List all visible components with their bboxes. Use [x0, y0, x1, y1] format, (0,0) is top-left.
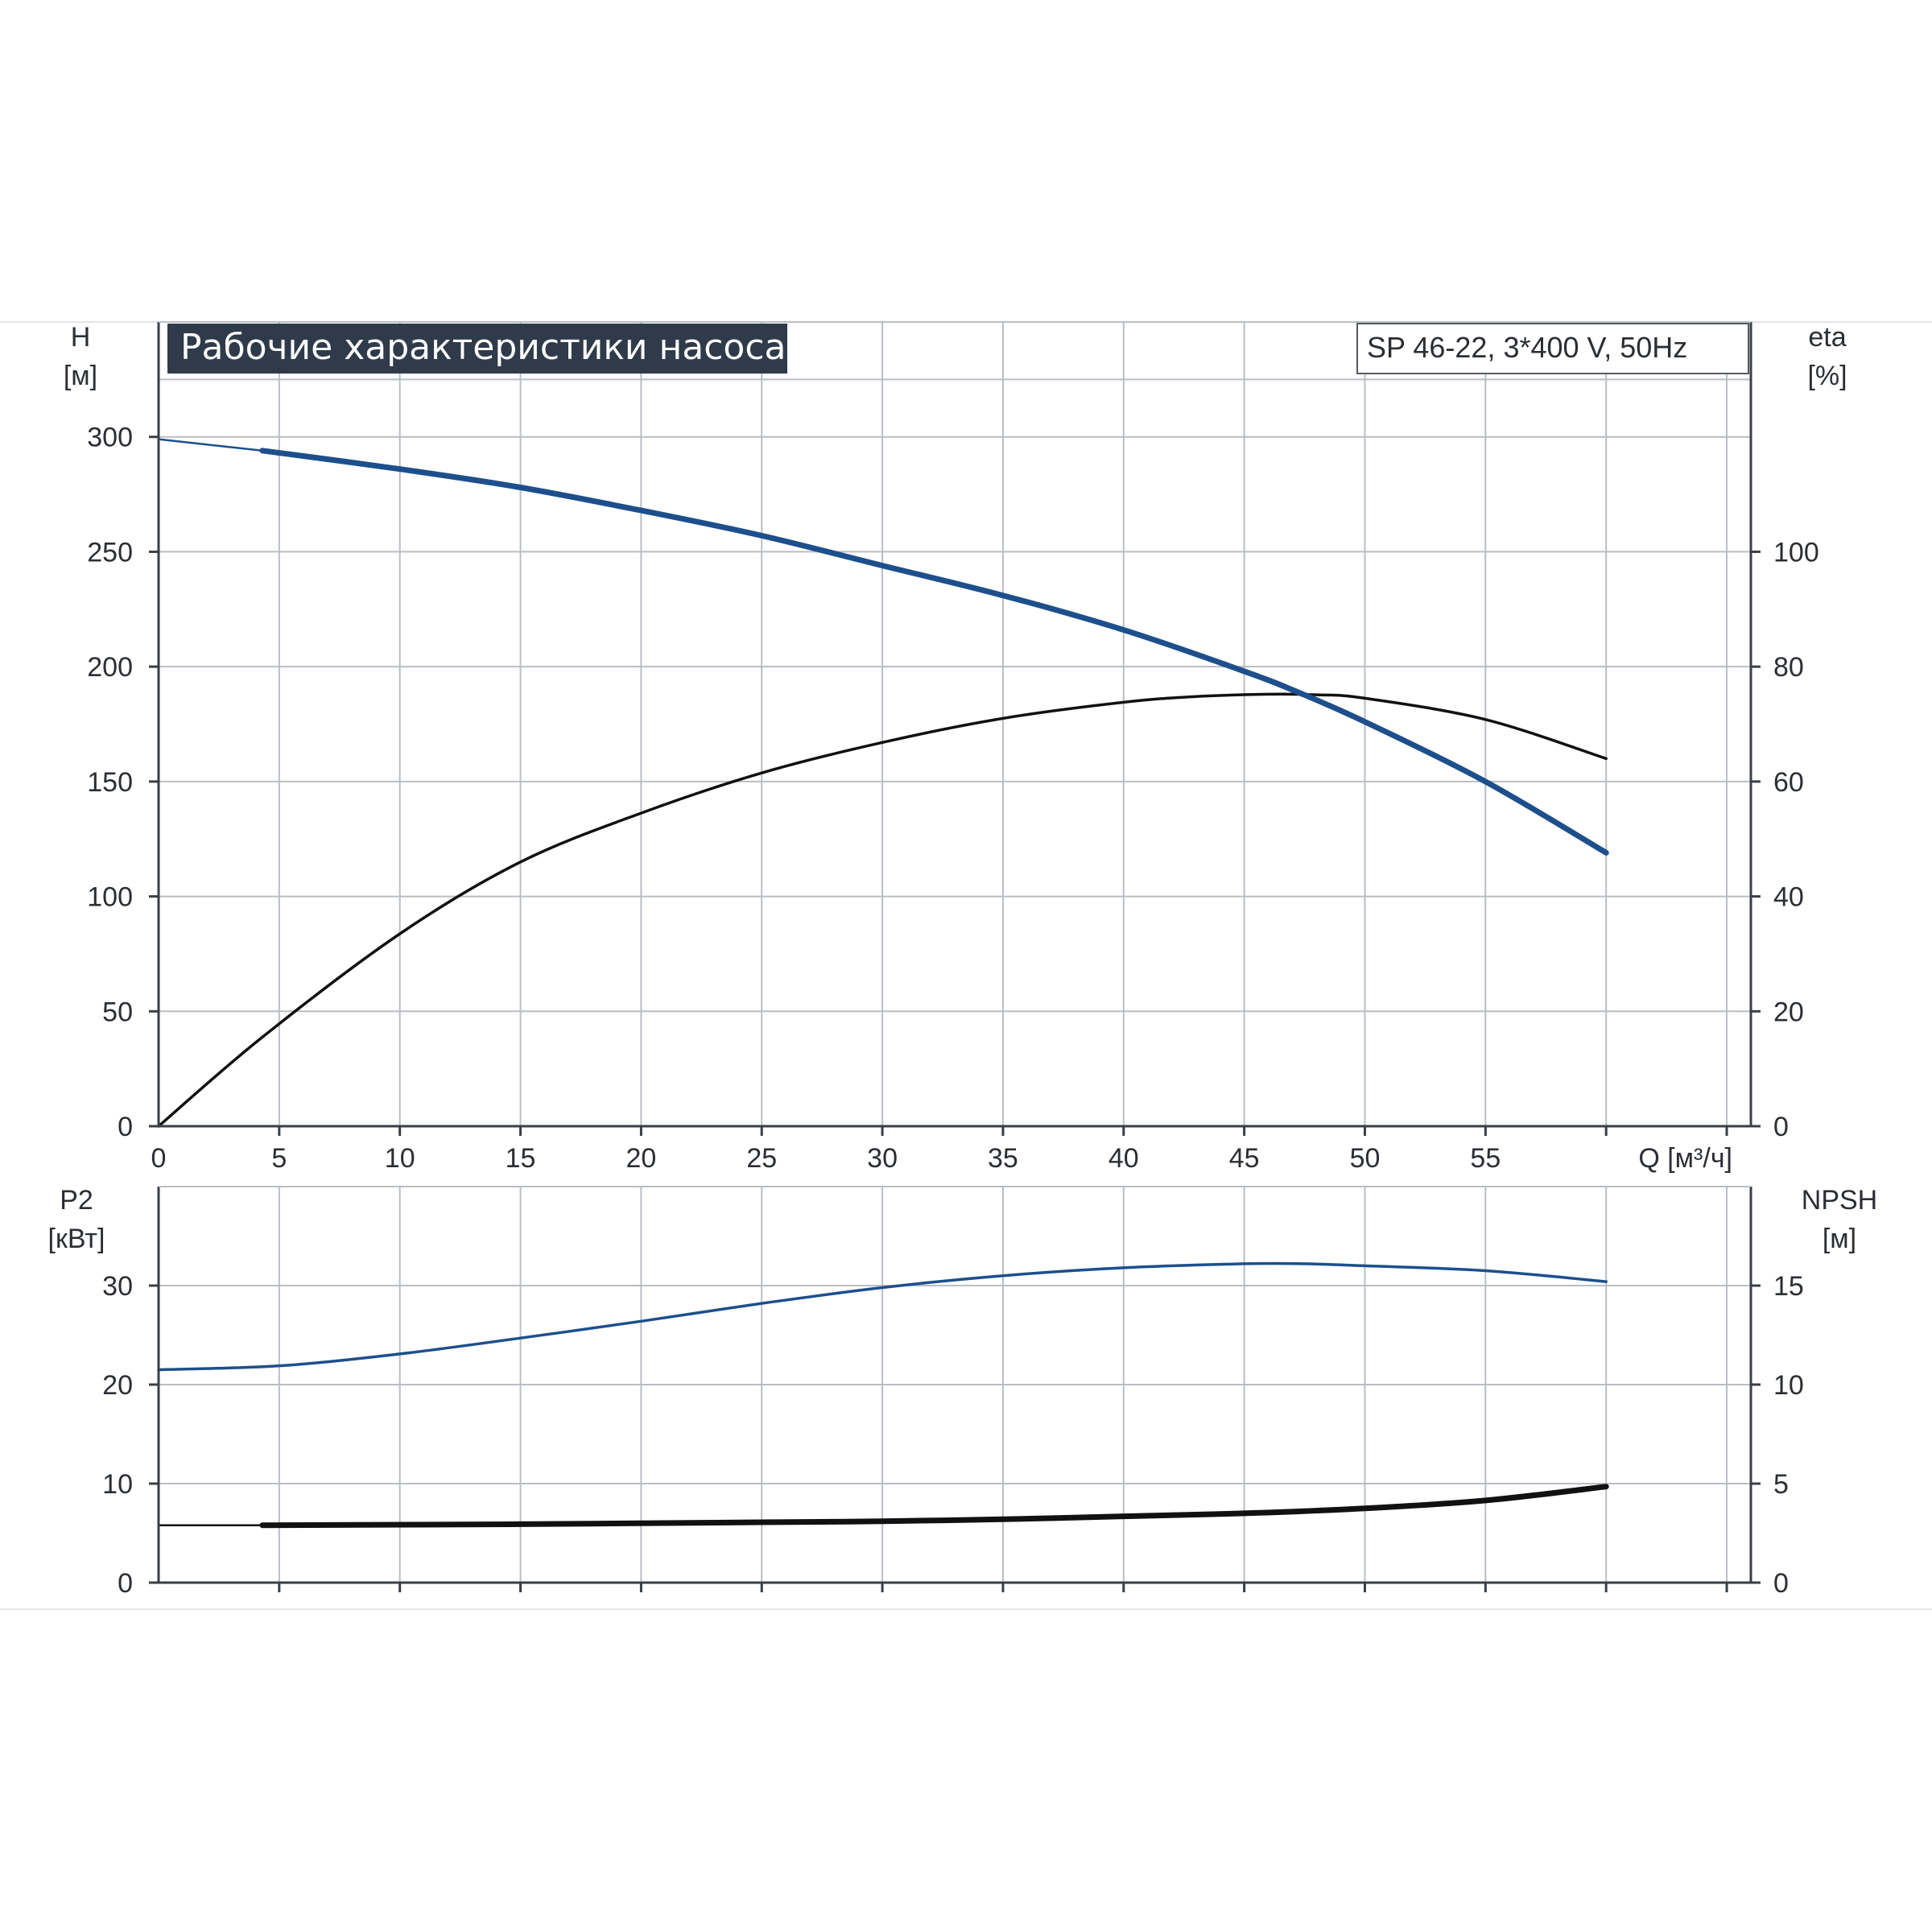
power-p2-curve	[157, 1261, 1608, 1372]
chart-title: Рабочие характеристики насоса	[180, 327, 786, 368]
x-axis-label: Q [м³/ч]	[1638, 1143, 1732, 1174]
top-right-tick-label: 20	[1773, 997, 1804, 1027]
bottom-right-axis-unit: [м]	[1823, 1224, 1856, 1254]
head-curve	[259, 448, 1609, 856]
bottom-right-tick-label: 10	[1773, 1370, 1804, 1401]
npsh-curve	[259, 1484, 1609, 1529]
top-right-tick-label: 60	[1773, 767, 1804, 798]
top-left-tick-label: 300	[87, 423, 133, 453]
bottom-left-tick-label: 0	[118, 1568, 133, 1599]
top-left-tick-label: 250	[87, 537, 133, 568]
x-tick-label: 15	[506, 1143, 536, 1174]
x-tick-label: 10	[385, 1143, 415, 1174]
top-right-axis-unit: [%]	[1807, 361, 1847, 391]
top-left-axis-label: H	[71, 322, 91, 353]
x-tick-label: 5	[271, 1143, 287, 1174]
x-tick-label: 45	[1229, 1143, 1260, 1174]
top-left-tick-label: 100	[87, 882, 133, 913]
bottom-left-tick-label: 20	[102, 1370, 133, 1401]
head-curve-lead-in	[158, 438, 263, 452]
bottom-left-tick-label: 30	[102, 1271, 133, 1302]
model-box: SP 46-22, 3*400 V, 50Hz	[1356, 323, 1749, 374]
bottom-right-axis-label: NPSH	[1802, 1185, 1877, 1216]
chart-title-box: Рабочие характеристики насоса	[167, 324, 787, 374]
axes-layer	[149, 321, 1761, 1592]
top-left-tick-label: 150	[87, 767, 133, 798]
bottom-left-axis-unit: [кВт]	[48, 1224, 105, 1254]
grid-layer	[0, 321, 1932, 1610]
x-tick-label: 20	[625, 1143, 656, 1174]
top-right-axis-label: eta	[1808, 322, 1846, 353]
top-right-tick-label: 40	[1773, 882, 1804, 913]
model-label: SP 46-22, 3*400 V, 50Hz	[1367, 331, 1687, 364]
x-tick-label: 55	[1470, 1143, 1501, 1174]
bottom-left-tick-label: 10	[102, 1469, 133, 1500]
x-tick-label: 40	[1108, 1143, 1139, 1174]
top-left-tick-label: 0	[118, 1112, 133, 1142]
bottom-right-tick-label: 15	[1773, 1271, 1804, 1302]
top-left-tick-label: 200	[87, 652, 133, 683]
top-right-tick-label: 100	[1773, 537, 1819, 568]
x-tick-label: 50	[1350, 1143, 1381, 1174]
top-left-axis-unit: [м]	[64, 361, 97, 391]
efficiency-curve	[157, 692, 1608, 1128]
x-tick-label: 30	[867, 1143, 898, 1174]
bottom-left-axis-label: P2	[60, 1185, 93, 1216]
bottom-right-tick-label: 0	[1773, 1568, 1789, 1599]
top-right-tick-label: 0	[1773, 1112, 1789, 1142]
top-right-tick-label: 80	[1773, 652, 1804, 683]
top-left-tick-label: 50	[102, 997, 133, 1027]
x-tick-label: 25	[746, 1143, 777, 1174]
series-layer	[157, 438, 1609, 1529]
text-layer: 0501001502002503000204060801000102030051…	[48, 322, 1878, 1599]
x-tick-label: 35	[988, 1143, 1018, 1174]
x-tick-label: 0	[151, 1143, 167, 1174]
bottom-right-tick-label: 5	[1773, 1469, 1789, 1500]
